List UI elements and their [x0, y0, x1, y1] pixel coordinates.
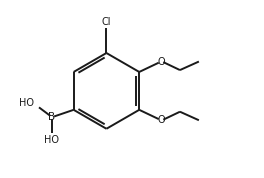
Text: B: B — [48, 112, 55, 122]
Text: HO: HO — [19, 98, 34, 108]
Text: O: O — [157, 115, 165, 125]
Text: HO: HO — [44, 135, 59, 145]
Text: O: O — [157, 57, 165, 67]
Text: Cl: Cl — [102, 17, 111, 27]
